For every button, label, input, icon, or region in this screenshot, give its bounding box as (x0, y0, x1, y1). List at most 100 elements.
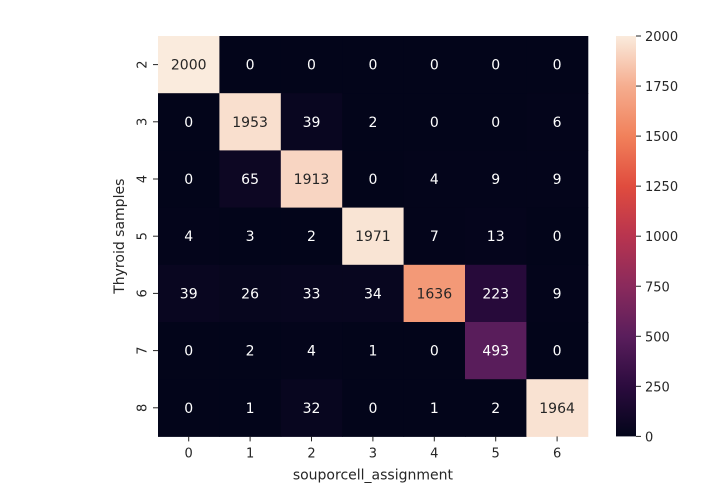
heatmap-cell (280, 36, 343, 94)
cell-value-label: 65 (241, 172, 259, 188)
heatmap-cell (219, 93, 282, 151)
heatmap-cell (526, 322, 589, 380)
heatmap-cell (280, 379, 343, 437)
x-tick-label: 1 (246, 446, 254, 461)
colorbar-ticks: 0 250 500 750 1000 1250 1500 1750 2000 (636, 30, 678, 445)
y-tick-label: 2 (135, 60, 150, 68)
heatmap-cell (526, 379, 589, 437)
cell-value-label: 2 (491, 401, 500, 417)
x-axis-label: souporcell_assignment (293, 467, 454, 483)
x-tick-label: 0 (185, 446, 193, 461)
x-tick-label: 6 (553, 446, 561, 461)
heatmap-cell (403, 379, 466, 437)
heatmap-cell (526, 150, 589, 209)
cell-value-label: 39 (180, 286, 198, 302)
heatmap-cell (342, 150, 405, 209)
cell-value-label: 0 (184, 401, 193, 417)
heatmap-cell (342, 322, 405, 380)
heatmap-cell (465, 207, 527, 266)
y-tick-label: 8 (135, 404, 150, 412)
cell-value-label: 13 (487, 229, 505, 245)
colorbar-tick-label: 750 (645, 280, 670, 295)
heatmap-cell (158, 379, 220, 437)
cell-value-label: 1 (246, 401, 255, 417)
colorbar-tick-label: 250 (645, 380, 670, 395)
cell-value-label: 1 (430, 401, 439, 417)
heatmap-cell (403, 150, 466, 209)
cell-value-label: 0 (368, 58, 377, 74)
colorbar-tick-label: 1000 (645, 230, 678, 245)
cell-value-label: 2 (368, 115, 377, 131)
x-tick-label: 5 (492, 446, 500, 461)
cell-value-label: 0 (368, 172, 377, 188)
cell-value-label: 4 (307, 344, 316, 360)
cell-value-label: 1964 (539, 401, 575, 417)
cell-value-label: 3 (246, 229, 255, 245)
y-axis-label: Thyroid samples (112, 179, 128, 295)
heatmap-cell (465, 93, 527, 151)
x-axis-ticks: 0 1 2 3 4 5 6 (185, 436, 561, 461)
heatmap-cell (219, 264, 282, 323)
heatmap-cell (280, 207, 343, 266)
cell-value-label: 0 (491, 58, 500, 74)
heatmap-cell (465, 322, 527, 380)
colorbar-tick-label: 500 (645, 330, 670, 345)
cell-value-label: 1913 (294, 172, 330, 188)
cell-value-label: 0 (430, 58, 439, 74)
heatmap-cell (219, 322, 282, 380)
cell-value-label: 0 (307, 58, 316, 74)
cell-value-label: 33 (303, 286, 321, 302)
heatmap-cell (465, 264, 527, 323)
heatmap-cell (342, 36, 405, 94)
heatmap-cell (465, 150, 527, 209)
heatmap-cell (526, 207, 589, 266)
heatmap-cell (219, 36, 282, 94)
colorbar-tick-label: 1750 (645, 80, 678, 95)
colorbar-tick-label: 1250 (645, 180, 678, 195)
cell-value-label: 0 (553, 344, 562, 360)
cell-value-label: 0 (184, 344, 193, 360)
heatmap-cell (403, 322, 466, 380)
heatmap-cell (403, 207, 466, 266)
cell-value-label: 0 (553, 58, 562, 74)
cell-value-label: 34 (364, 286, 382, 302)
heatmap-cell (280, 93, 343, 151)
cell-value-label: 0 (430, 344, 439, 360)
cell-value-label: 0 (246, 58, 255, 74)
heatmap-cell (158, 264, 220, 323)
cell-value-label: 9 (553, 172, 562, 188)
heatmap-cell-labels: 2000 0 0 0 0 0 00 1953 39 2 0 0 60 65 1913 0 4 9 94 3 2 1971 7… (171, 58, 575, 417)
heatmap-cell (158, 93, 220, 151)
heatmap-cell (280, 264, 343, 323)
heatmap-cell (403, 36, 466, 94)
cell-value-label: 32 (303, 401, 321, 417)
cell-value-label: 2 (246, 344, 255, 360)
heatmap-cell (342, 207, 405, 266)
cell-value-label: 1953 (232, 115, 268, 131)
cell-value-label: 493 (482, 344, 509, 360)
cell-value-label: 39 (303, 115, 321, 131)
colorbar-tick-label: 0 (645, 430, 653, 445)
heatmap-cell (342, 93, 405, 151)
cell-value-label: 0 (553, 229, 562, 245)
y-tick-label: 5 (135, 232, 150, 240)
cell-value-label: 0 (430, 115, 439, 131)
y-tick-label: 6 (135, 289, 150, 297)
cell-value-label: 0 (491, 115, 500, 131)
cell-value-label: 6 (553, 115, 562, 131)
cell-value-label: 0 (368, 401, 377, 417)
heatmap-cell (342, 379, 405, 437)
cell-value-label: 4 (184, 229, 193, 245)
heatmap-cells (158, 36, 589, 437)
heatmap-cell (280, 150, 343, 209)
heatmap-cell (158, 150, 220, 209)
x-tick-label: 4 (430, 446, 438, 461)
colorbar-tick-label: 1500 (645, 130, 678, 145)
cell-value-label: 26 (241, 286, 259, 302)
heatmap-cell (158, 207, 220, 266)
colorbar (616, 36, 636, 437)
heatmap-cell (526, 264, 589, 323)
x-tick-label: 2 (307, 446, 315, 461)
heatmap-cell (219, 379, 282, 437)
